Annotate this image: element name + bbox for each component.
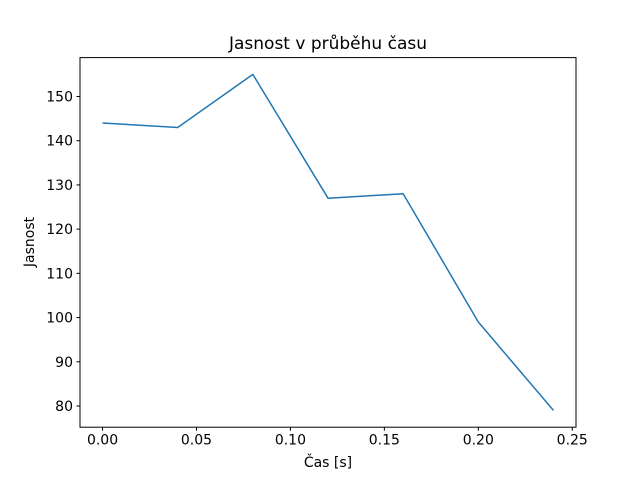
y-tick-label: 80 (55, 399, 73, 415)
y-tick-label: 110 (46, 266, 73, 282)
x-tick-label: 0.10 (275, 433, 306, 449)
data-line (102, 73, 555, 411)
y-tick-label: 130 (46, 178, 73, 194)
x-tick-label: 0.15 (369, 433, 400, 449)
y-tick-label: 100 (46, 311, 73, 327)
y-axis-label: Jasnost (22, 216, 38, 268)
y-tick-label: 140 (46, 134, 73, 150)
x-tick-label: 0.05 (181, 433, 212, 449)
y-tick-label: 150 (46, 90, 73, 106)
chart-title: Jasnost v průběhu času (228, 34, 427, 54)
y-tick-label: 120 (46, 222, 73, 238)
x-tick-label: 0.20 (463, 433, 494, 449)
x-axis-label: Čas [s] (303, 455, 353, 471)
x-tick-label: 0.25 (557, 433, 588, 449)
y-tick-label: 90 (55, 355, 73, 371)
axes-frame (79, 57, 577, 428)
x-tick-label: 0.00 (87, 433, 118, 449)
